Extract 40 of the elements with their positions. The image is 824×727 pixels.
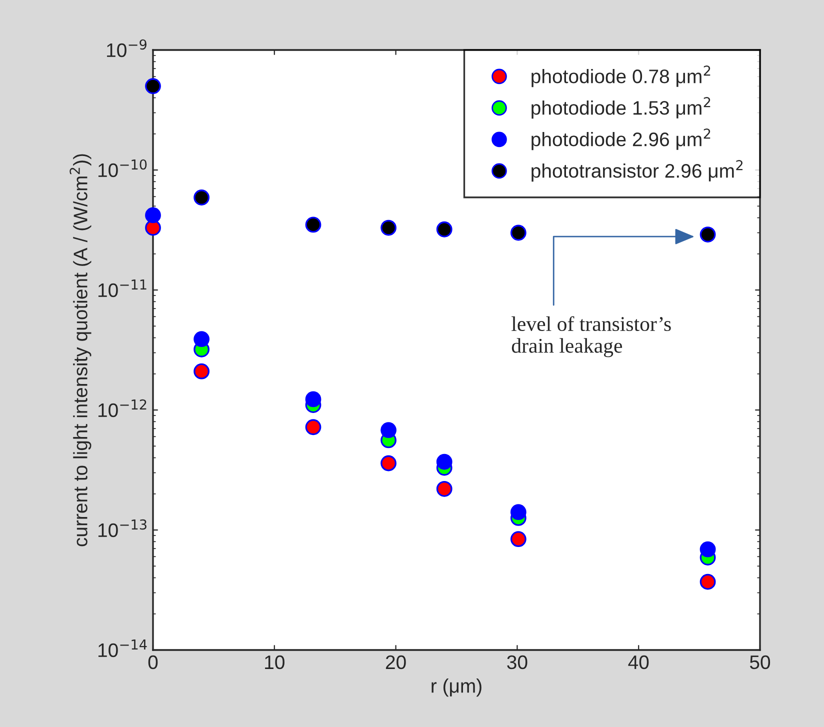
point — [436, 454, 452, 470]
point — [145, 207, 161, 224]
x-tick-label: 0 — [148, 655, 158, 670]
y-tick-label: 10$^{−11}$ — [98, 280, 146, 298]
point — [145, 78, 161, 94]
point — [700, 574, 716, 590]
point — [305, 216, 322, 233]
annotation: level of transistor’s drain leakage — [512, 316, 671, 358]
x-tick-label: 40 — [628, 655, 649, 670]
x-tick-label: 20 — [386, 655, 406, 670]
point — [380, 220, 396, 236]
y-tick-label: 10$^{−12}$ — [98, 399, 146, 418]
legend-label: photodiode 1.53 μm$^{2}$ — [532, 97, 710, 119]
point — [194, 363, 210, 380]
x-tick-label: 50 — [750, 655, 770, 670]
point — [380, 455, 396, 472]
y-tick-label: 10$^{−10}$ — [98, 159, 147, 178]
point — [700, 226, 716, 242]
y-tick-label: 10$^{−9}$ — [107, 39, 146, 58]
point — [436, 221, 452, 238]
legend-label: photodiode 2.96 μm$^{2}$ — [532, 128, 710, 150]
point — [305, 419, 322, 436]
x-axis-title: r (μm) — [432, 678, 482, 697]
x-tick-label: 30 — [507, 655, 528, 670]
point — [436, 480, 452, 497]
x-tick-label: 10 — [265, 655, 284, 670]
point — [305, 391, 322, 408]
point — [700, 541, 716, 558]
point — [510, 531, 526, 548]
point — [510, 504, 526, 520]
point — [510, 224, 526, 241]
legend-label: photodiode 0.78 μm$^{2}$ — [532, 66, 710, 88]
point — [145, 220, 161, 236]
y-axis-title: current to light intensity quotient (A / (W/cm$^{2}$)) — [70, 154, 92, 546]
y-tick-label: 10$^{−13}$ — [98, 519, 146, 538]
y-tick-label: 10$^{−14}$ — [98, 640, 147, 658]
point — [380, 422, 396, 438]
legend-label: phototransistor 2.96 μm$^{2}$ — [532, 160, 743, 182]
point — [194, 190, 210, 206]
point — [194, 331, 210, 348]
